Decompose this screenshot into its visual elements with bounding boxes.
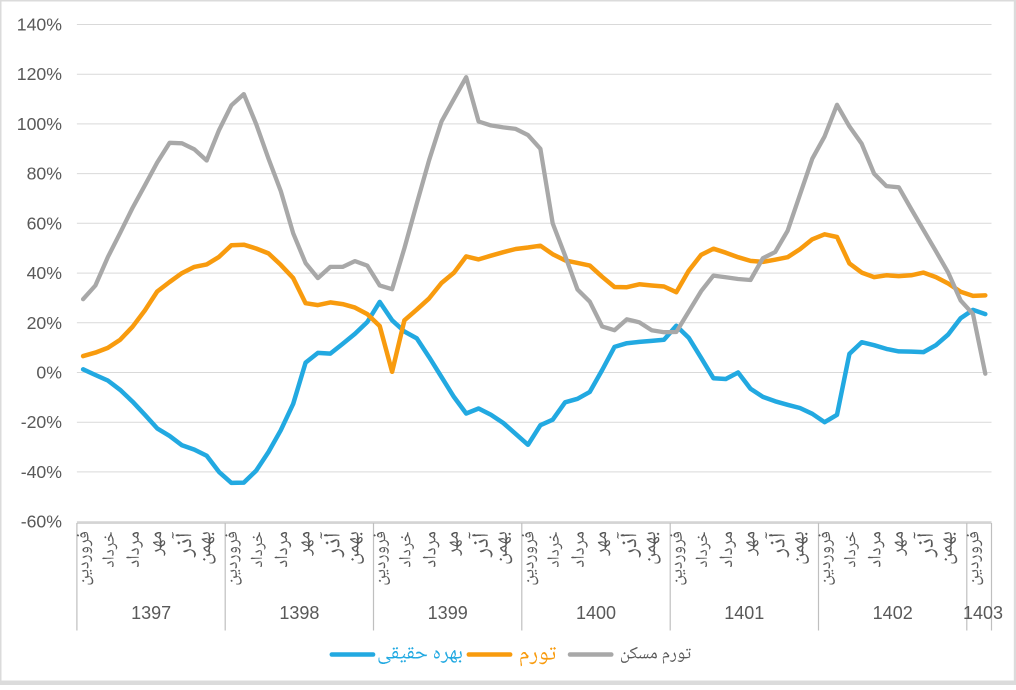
svg-text:-60%: -60% — [21, 512, 63, 532]
svg-text:-20%: -20% — [21, 412, 63, 432]
svg-text:60%: 60% — [27, 213, 63, 233]
svg-text:40%: 40% — [27, 263, 63, 283]
svg-text:140%: 140% — [17, 15, 63, 35]
svg-text:80%: 80% — [27, 164, 63, 184]
svg-text:1403: 1403 — [963, 603, 1003, 623]
svg-text:1397: 1397 — [131, 603, 171, 623]
svg-text:1400: 1400 — [576, 603, 616, 623]
svg-text:100%: 100% — [17, 114, 63, 134]
svg-text:1399: 1399 — [428, 603, 468, 623]
svg-text:20%: 20% — [27, 313, 63, 333]
svg-text:1398: 1398 — [279, 603, 319, 623]
svg-text:120%: 120% — [17, 64, 63, 84]
svg-text:0%: 0% — [36, 363, 62, 383]
svg-text:1402: 1402 — [873, 603, 913, 623]
svg-text:1401: 1401 — [724, 603, 764, 623]
svg-text:-40%: -40% — [21, 462, 63, 482]
